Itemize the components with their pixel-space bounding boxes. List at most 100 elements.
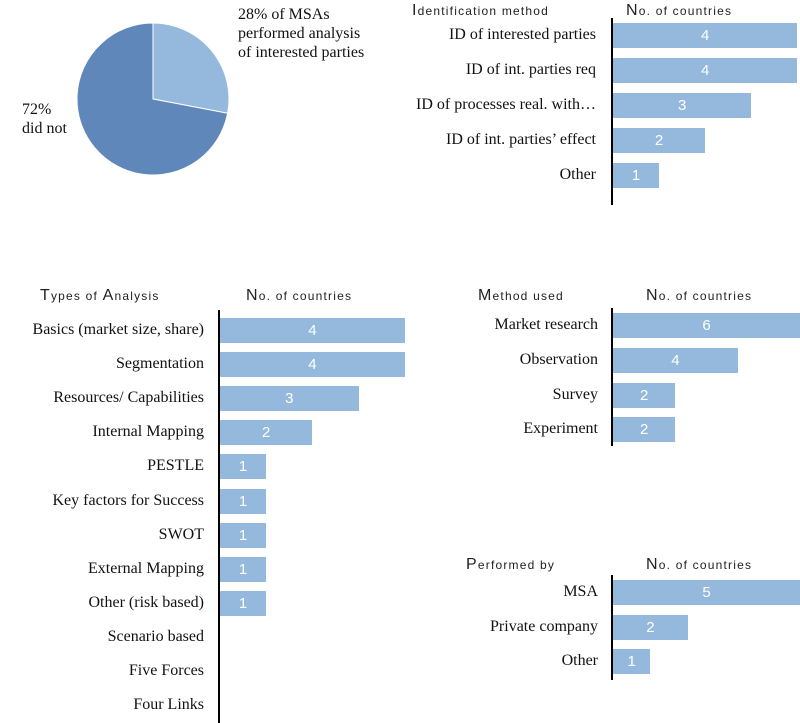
category-label: Observation: [519, 350, 598, 368]
pie-annotation-performed-line: performed analysis: [238, 25, 361, 42]
bar-value-label: 2: [640, 386, 649, 404]
analysis-value-header: No. of countries: [246, 287, 352, 305]
bar-value-label: 4: [701, 27, 710, 44]
category-label: ID of int. parties req: [465, 61, 596, 78]
pie-chart: 28% of MSAs performed analysis of intere…: [0, 0, 400, 200]
category-label: Other: [561, 652, 598, 669]
category-label: MSA: [563, 583, 598, 600]
identification-value-header: No. of countries: [626, 2, 732, 20]
header-initial: T: [40, 287, 51, 304]
pie-annotation-performed-line: 28% of MSAs: [238, 6, 330, 23]
category-label: ID of interested parties: [448, 26, 596, 43]
bar-value-label: 1: [238, 594, 248, 612]
header-rest: erformed by: [477, 558, 556, 572]
bar: 4: [613, 58, 798, 83]
category-label: Segmentation: [116, 355, 204, 373]
bar-value-label: 4: [308, 322, 317, 339]
performed-category-header: Performed by: [466, 556, 555, 574]
header-rest: o. of countries: [258, 289, 353, 303]
performed-value-header: No. of countries: [646, 556, 752, 574]
bar-value-label: 2: [654, 132, 664, 149]
bar: 4: [613, 347, 738, 373]
category-label: Scenario based: [107, 627, 204, 645]
bar: 3: [613, 93, 752, 118]
bar: 4: [220, 318, 405, 343]
identification-axis: [611, 18, 613, 205]
category-label: PESTLE: [147, 457, 204, 475]
header-initial-2: A: [102, 287, 115, 304]
category-label: Key factors for Success: [52, 491, 205, 509]
category-label: Experiment: [523, 420, 598, 438]
header-initial: N: [246, 287, 259, 304]
bar-value-label: 2: [640, 421, 649, 439]
bar-value-label: 4: [308, 356, 317, 374]
category-label: ID of processes real. with…: [416, 96, 596, 113]
bar: 4: [613, 23, 798, 48]
bar-value-label: 4: [671, 351, 680, 369]
bar: 2: [220, 420, 313, 446]
category-label: Other (risk based): [88, 593, 204, 611]
bar: 1: [613, 649, 651, 674]
category-label: Basics (market size, share): [32, 321, 204, 338]
header-rest: dentification method: [417, 4, 550, 18]
category-label: Resources/ Capabilities: [53, 389, 204, 407]
bar-value-label: 4: [701, 62, 710, 79]
category-label: ID of int. parties’ effect: [445, 131, 596, 148]
header-rest: o. of countries: [658, 558, 753, 572]
bar-value-label: 1: [238, 560, 248, 578]
bar: 1: [220, 590, 267, 616]
analysis-axis: [218, 310, 220, 723]
bar: 1: [220, 454, 267, 480]
header-initial: N: [646, 287, 659, 304]
identification-category-header: Identification method: [412, 2, 549, 20]
analysis-category-header: Types of Analysis: [40, 287, 160, 305]
bar: 2: [613, 417, 676, 443]
header-rest: ypes of: [50, 289, 103, 303]
bar-value-label: 1: [627, 653, 636, 670]
bar-value-label: 1: [631, 167, 641, 184]
bar: 1: [220, 556, 267, 582]
bar-value-label: 2: [646, 618, 655, 636]
header-initial: P: [466, 556, 478, 573]
pie-svg: [76, 22, 230, 176]
bar-value-label: 1: [238, 526, 248, 544]
pie-annotation-not-line: 72%: [22, 101, 52, 118]
bar-value-label: 1: [238, 458, 248, 476]
bar-value-label: 1: [238, 492, 248, 510]
pie-annotation-performed: 28% of MSAs performed analysis of intere…: [238, 5, 364, 62]
method-value-header: No. of countries: [646, 287, 752, 305]
bar-value-label: 6: [702, 317, 711, 334]
category-label: Internal Mapping: [92, 423, 204, 441]
pie-annotation-performed-line: of interested parties: [238, 44, 365, 61]
header-rest: o. of countries: [638, 4, 733, 18]
bar: 1: [220, 488, 267, 514]
category-label: SWOT: [158, 525, 204, 543]
bar: 5: [613, 580, 800, 605]
category-label: External Mapping: [88, 559, 204, 577]
bar-value-label: 3: [677, 97, 687, 114]
bar: 4: [220, 352, 405, 378]
header-initial: N: [646, 556, 659, 573]
header-initial: M: [478, 287, 493, 304]
header-rest: ethod used: [492, 289, 564, 303]
category-label: Private company: [490, 617, 598, 635]
pie-annotation-not-performed: 72% did not: [22, 100, 67, 138]
performed-axis: [611, 575, 613, 680]
bar: 1: [220, 522, 267, 548]
method-category-header: Method used: [478, 287, 564, 305]
pie-slice: [76, 22, 229, 176]
bar: 2: [613, 614, 688, 640]
bar: 6: [613, 313, 800, 338]
method-axis: [611, 308, 613, 446]
bar: 2: [613, 382, 676, 408]
category-label: Market research: [494, 316, 599, 333]
category-label: Survey: [552, 385, 598, 403]
bar-value-label: 3: [285, 390, 294, 408]
pie-annotation-not-line: did not: [22, 120, 67, 137]
category-label: Other: [559, 166, 596, 183]
pie-slice: [152, 22, 230, 114]
bar: 2: [613, 128, 706, 153]
header-rest-2: nalysis: [114, 289, 160, 303]
bar: 1: [613, 163, 660, 188]
category-label: Four Links: [133, 696, 204, 714]
